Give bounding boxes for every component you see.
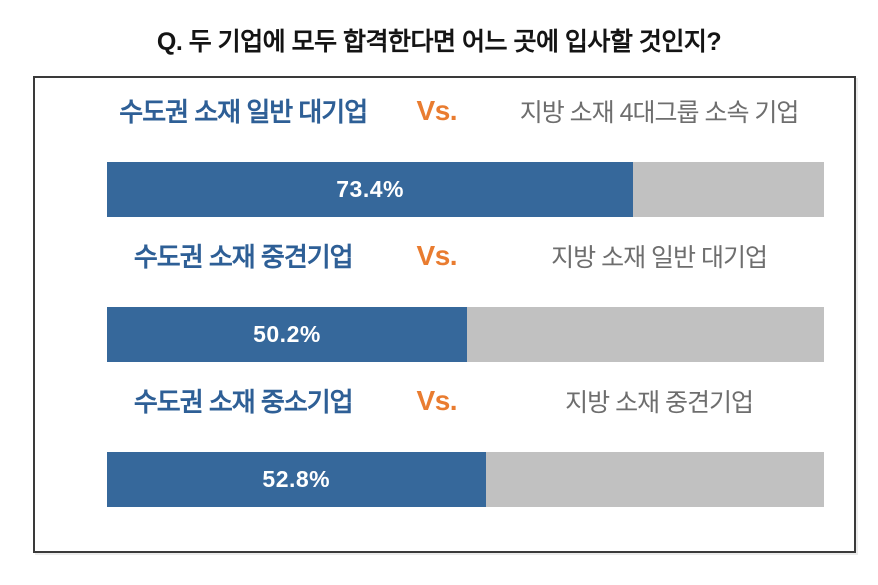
left-company-label: 수도권 소재 일반 대기업 bbox=[119, 97, 368, 127]
right-company-label: 지방 소재 일반 대기업 bbox=[551, 243, 768, 272]
chart-panel: 수도권 소재 일반 대기업 Vs. 지방 소재 4대그룹 소속 기업 73.4%… bbox=[33, 76, 856, 553]
bar-value-label: 73.4% bbox=[336, 176, 404, 202]
left-company-label: 수도권 소재 중견기업 bbox=[133, 242, 354, 272]
vs-label: Vs. bbox=[416, 239, 458, 271]
bar-track: 50.2% bbox=[107, 307, 824, 362]
comparison-row: 수도권 소재 중소기업 Vs. 지방 소재 중견기업 52.8% bbox=[107, 382, 824, 507]
comparison-row: 수도권 소재 중견기업 Vs. 지방 소재 일반 대기업 50.2% bbox=[107, 237, 824, 362]
comparison-label-row: 수도권 소재 일반 대기업 Vs. 지방 소재 4대그룹 소속 기업 bbox=[107, 92, 824, 128]
vs-label: Vs. bbox=[416, 94, 458, 126]
right-company-label: 지방 소재 4대그룹 소속 기업 bbox=[519, 98, 800, 127]
bar-track: 73.4% bbox=[107, 162, 824, 217]
bar-value-label: 52.8% bbox=[262, 466, 331, 492]
comparison-row: 수도권 소재 일반 대기업 Vs. 지방 소재 4대그룹 소속 기업 73.4% bbox=[107, 92, 824, 217]
bar-track: 52.8% bbox=[107, 452, 824, 507]
bar-value-label: 50.2% bbox=[253, 321, 321, 347]
vs-label: Vs. bbox=[416, 384, 458, 416]
right-company-label: 지방 소재 중견기업 bbox=[565, 388, 754, 417]
survey-question-title: Q. 두 기업에 모두 합격한다면 어느 곳에 입사할 것인지? bbox=[156, 28, 722, 56]
comparison-label-row: 수도권 소재 중견기업 Vs. 지방 소재 일반 대기업 bbox=[107, 237, 824, 273]
bar-fill: 52.8% bbox=[107, 452, 486, 507]
bar-fill: 73.4% bbox=[107, 162, 634, 217]
comparison-label-row: 수도권 소재 중소기업 Vs. 지방 소재 중견기업 bbox=[107, 382, 824, 418]
left-company-label: 수도권 소재 중소기업 bbox=[133, 387, 354, 417]
bar-fill: 50.2% bbox=[107, 307, 467, 362]
